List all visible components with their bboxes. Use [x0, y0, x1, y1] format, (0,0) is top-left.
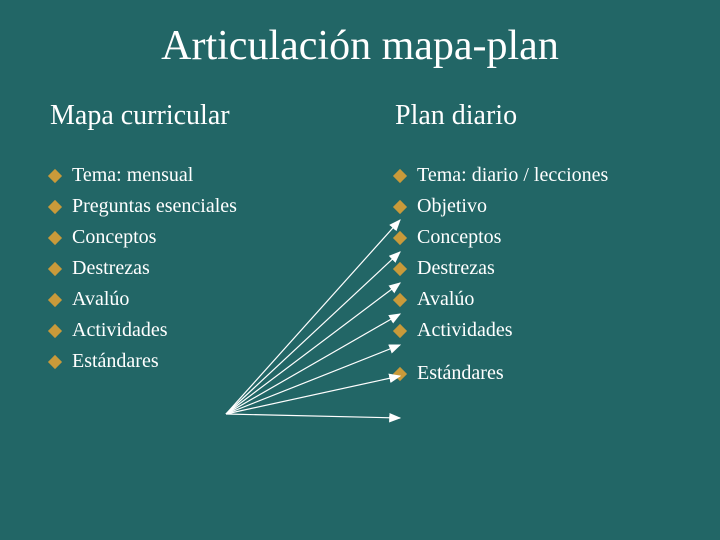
- right-list-2: Estándares: [395, 358, 680, 389]
- list-item: Actividades: [50, 315, 335, 346]
- diamond-icon: [393, 366, 407, 380]
- list-item: Estándares: [395, 358, 680, 389]
- left-list: Tema: mensual Preguntas esenciales Conce…: [50, 160, 335, 377]
- left-column: Mapa curricular Tema: mensual Preguntas …: [40, 100, 335, 389]
- list-item: Destrezas: [50, 253, 335, 284]
- item-label: Preguntas esenciales: [72, 191, 237, 222]
- columns-container: Mapa curricular Tema: mensual Preguntas …: [0, 70, 720, 389]
- list-item: Avalúo: [395, 284, 680, 315]
- item-label: Tema: mensual: [72, 160, 193, 191]
- diamond-icon: [393, 230, 407, 244]
- list-item: Preguntas esenciales: [50, 191, 335, 222]
- diamond-icon: [48, 354, 62, 368]
- diamond-icon: [393, 261, 407, 275]
- diamond-icon: [48, 292, 62, 306]
- slide-title: Articulación mapa-plan: [0, 0, 720, 70]
- item-label: Conceptos: [72, 222, 156, 253]
- list-item: Estándares: [50, 346, 335, 377]
- item-label: Tema: diario / lecciones: [417, 160, 608, 191]
- diamond-icon: [48, 230, 62, 244]
- list-item: Tema: diario / lecciones: [395, 160, 680, 191]
- list-item: Actividades: [395, 315, 680, 346]
- item-label: Avalúo: [417, 284, 474, 315]
- right-column: Plan diario Tema: diario / lecciones Obj…: [335, 100, 680, 389]
- list-item: Conceptos: [395, 222, 680, 253]
- diamond-icon: [393, 199, 407, 213]
- item-label: Destrezas: [72, 253, 150, 284]
- diamond-icon: [393, 292, 407, 306]
- item-label: Estándares: [417, 358, 504, 389]
- diamond-icon: [48, 168, 62, 182]
- list-item: Conceptos: [50, 222, 335, 253]
- list-item: Objetivo: [395, 191, 680, 222]
- diamond-icon: [393, 168, 407, 182]
- item-label: Conceptos: [417, 222, 501, 253]
- item-label: Actividades: [417, 315, 513, 346]
- item-label: Objetivo: [417, 191, 487, 222]
- spacer: [395, 346, 680, 358]
- list-item: Destrezas: [395, 253, 680, 284]
- diamond-icon: [48, 261, 62, 275]
- item-label: Avalúo: [72, 284, 129, 315]
- right-list-1: Tema: diario / lecciones Objetivo Concep…: [395, 160, 680, 346]
- list-item: Avalúo: [50, 284, 335, 315]
- diamond-icon: [393, 323, 407, 337]
- right-heading: Plan diario: [395, 100, 680, 132]
- slide: Articulación mapa-plan Mapa curricular T…: [0, 0, 720, 540]
- item-label: Estándares: [72, 346, 159, 377]
- item-label: Actividades: [72, 315, 168, 346]
- item-label: Destrezas: [417, 253, 495, 284]
- diamond-icon: [48, 323, 62, 337]
- list-item: Tema: mensual: [50, 160, 335, 191]
- diamond-icon: [48, 199, 62, 213]
- left-heading: Mapa curricular: [50, 100, 335, 132]
